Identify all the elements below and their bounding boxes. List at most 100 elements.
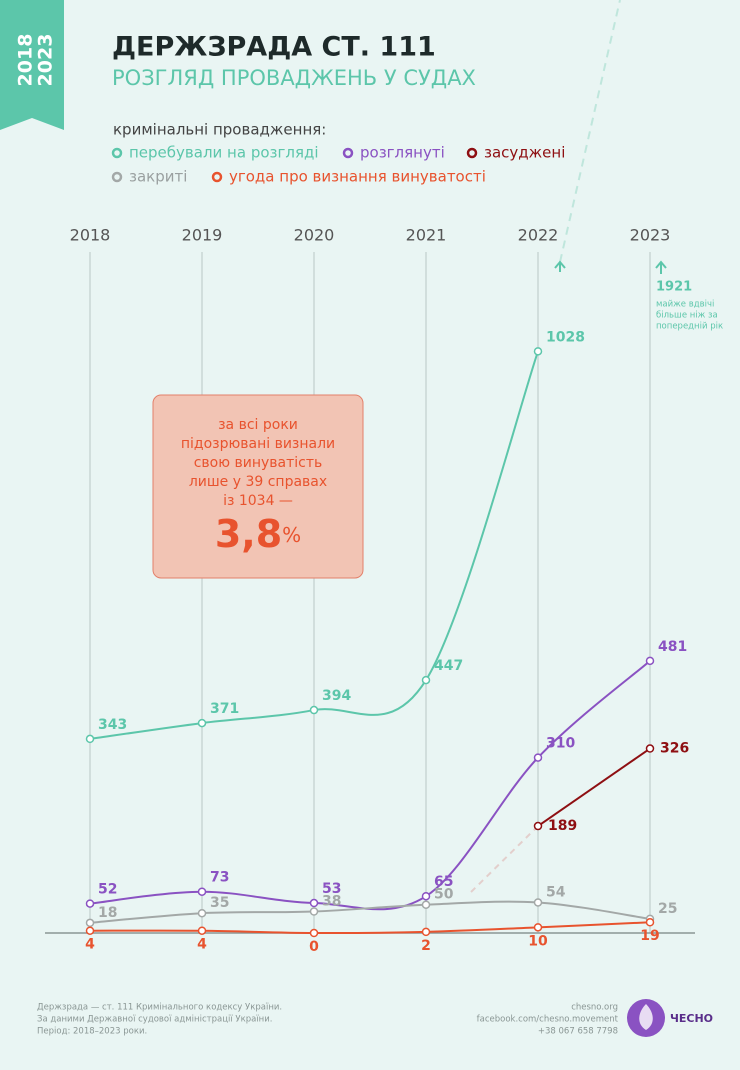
plot: 2018 2019 2020 2021 2022 20233433713944471028… — [45, 0, 723, 955]
badge — [0, 0, 64, 130]
point — [533, 898, 543, 907]
badge-year: 2023 — [35, 34, 57, 87]
value-label: 343 — [98, 717, 127, 733]
subtitle: РОЗГЛЯД ПРОВАДЖЕНЬ У СУДАХ — [112, 66, 476, 90]
point — [421, 891, 431, 901]
title: ДЕРЖЗРАДА СТ. 111 — [112, 32, 436, 63]
legend-label: перебували на розгляді — [129, 144, 319, 162]
projection-arrow — [655, 260, 667, 274]
trend-dash — [469, 825, 539, 894]
legend: перебували на розгляді розглянуті засуджен… — [111, 144, 565, 186]
value-label: 0 — [309, 939, 319, 955]
x-tick-label: 2018 — [70, 226, 111, 245]
value-label: 38 — [322, 893, 341, 909]
callout: за всі роки підозрювані визнали свою винув… — [181, 417, 335, 556]
point — [197, 718, 207, 728]
value-label: 447 — [434, 658, 463, 674]
value-label: 2 — [421, 938, 431, 954]
callout-text: підозрювані визнали — [181, 436, 335, 452]
point — [309, 907, 319, 916]
point — [645, 744, 655, 753]
footer-contact: facebook.com/chesno.movement — [477, 1015, 619, 1025]
value-label: 53 — [322, 881, 341, 897]
point — [645, 656, 655, 666]
value-label: 481 — [658, 639, 687, 655]
footer-note: Держзрада — ст. 111 Кримінального кодекс… — [37, 1003, 282, 1013]
point — [309, 898, 319, 908]
footer-contact: chesno.org — [571, 1003, 618, 1013]
footer: Держзрада — ст. 111 Кримінального кодекс… — [37, 1003, 619, 1037]
callout-unit: % — [282, 523, 301, 547]
legend-label: угода про визнання винуватості — [229, 168, 486, 186]
badge-year: 2018 — [15, 34, 37, 87]
legend-heading: кримінальні провадження: — [113, 121, 326, 139]
point — [309, 705, 319, 715]
point — [421, 675, 431, 685]
callout-number: 3,8 — [215, 512, 282, 556]
value-label: 1028 — [546, 329, 585, 345]
value-label: 371 — [210, 701, 239, 717]
series-line — [537, 747, 651, 827]
value-label: 394 — [322, 688, 351, 704]
projection-note: більше ніж за — [656, 311, 718, 321]
legend-marker — [111, 147, 123, 159]
point — [645, 917, 655, 927]
footer-note: Період: 2018–2023 роки. — [37, 1027, 147, 1037]
value-label: 18 — [98, 905, 117, 921]
series-line — [89, 921, 651, 935]
point — [533, 923, 543, 932]
callout-box — [152, 394, 364, 579]
point — [85, 926, 95, 935]
value-label: 35 — [210, 895, 229, 911]
legend-marker — [342, 147, 354, 159]
point — [197, 887, 207, 896]
legend-marker — [466, 147, 478, 159]
callout-text: із 1034 — — [223, 493, 293, 509]
projection-note: майже вдвічі — [656, 300, 714, 310]
point — [85, 899, 95, 908]
point — [533, 753, 543, 762]
value-label: 65 — [434, 874, 453, 890]
point — [533, 347, 543, 356]
series-line — [89, 900, 651, 924]
value-label: 19 — [640, 928, 659, 944]
legend-label: закриті — [129, 168, 187, 186]
value-label: 4 — [197, 937, 207, 953]
projection-note: попередній рік — [656, 322, 723, 332]
logo-icon — [639, 1004, 653, 1030]
value-label: 54 — [546, 884, 566, 900]
point — [197, 926, 207, 935]
x-tick-label: 2019 — [182, 226, 223, 245]
point — [85, 918, 95, 928]
arrow — [554, 260, 566, 272]
x-tick-label: 2023 — [630, 226, 671, 245]
legend-marker — [111, 171, 123, 183]
x-tick-label: 2022 — [518, 226, 559, 245]
legend-marker — [211, 171, 223, 183]
value-label: 73 — [210, 870, 229, 886]
value-label: 4 — [85, 937, 95, 953]
value-label: 310 — [546, 736, 575, 752]
callout-text: свою винуватість — [194, 455, 323, 471]
value-label: 50 — [434, 887, 454, 903]
point — [421, 900, 431, 909]
value-label: 52 — [98, 882, 117, 898]
value-label: 10 — [528, 933, 548, 949]
x-tick-label: 2020 — [294, 226, 335, 245]
callout-text: лише у 39 справах — [189, 474, 327, 490]
projection-value: 1921 — [656, 280, 692, 295]
legend-label: засуджені — [484, 144, 565, 162]
callout-text: за всі роки — [218, 417, 298, 433]
legend-label: розглянуті — [360, 144, 445, 162]
point — [85, 734, 95, 744]
trend-dash — [559, 0, 621, 263]
x-tick-label: 2021 — [406, 226, 447, 245]
series-line — [89, 351, 539, 740]
footer-contact: +38 067 658 7798 — [538, 1027, 618, 1037]
value-label: 189 — [548, 818, 577, 834]
point — [197, 908, 207, 918]
value-label: 326 — [660, 741, 689, 757]
footer-note: За даними Державної судової адміністраці… — [37, 1015, 272, 1025]
